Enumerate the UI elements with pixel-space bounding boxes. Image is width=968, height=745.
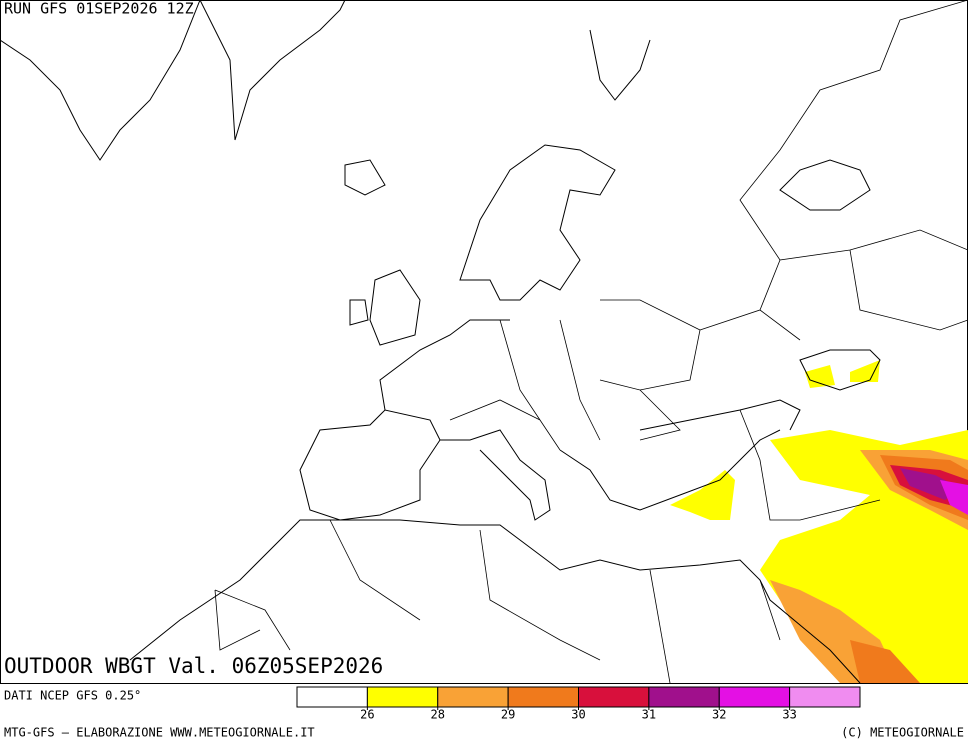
legend-swatch [718, 686, 791, 708]
legend-swatch [296, 686, 368, 708]
legend-swatch [578, 686, 650, 708]
heat-area [940, 480, 968, 515]
legend-swatch [789, 686, 861, 708]
color-legend: 26 28 29 30 31 32 33 [296, 686, 861, 722]
legend-tick-label: 30 [571, 708, 585, 722]
coastlines [0, 0, 881, 684]
credit: MTG-GFS — ELABORAZIONE WWW.METEOGIORNALE… [4, 726, 315, 740]
data-source: DATI NCEP GFS 0.25° [4, 689, 141, 703]
borders [214, 0, 968, 684]
legend-tick-label: 29 [501, 708, 515, 722]
map-title: OUTDOOR WBGT Val. 06Z05SEP2026 [4, 654, 383, 678]
legend-tick-label: 32 [712, 708, 726, 722]
legend-swatch [366, 686, 439, 708]
legend-tick-label: 26 [360, 708, 374, 722]
legend-tick-label: 33 [782, 708, 796, 722]
legend-tick-label: 28 [431, 708, 445, 722]
legend-tick-label: 31 [642, 708, 656, 722]
heat-area [670, 470, 735, 520]
legend-swatch [437, 686, 509, 708]
copyright: (C) METEOGIORNALE [841, 726, 964, 740]
heat-fields [670, 360, 968, 683]
heat-area [805, 360, 880, 388]
legend-swatch [648, 686, 720, 708]
heat-area [850, 640, 920, 683]
legend-swatch [507, 686, 579, 708]
run-label: RUN GFS 01SEP2026 12Z [4, 0, 194, 18]
